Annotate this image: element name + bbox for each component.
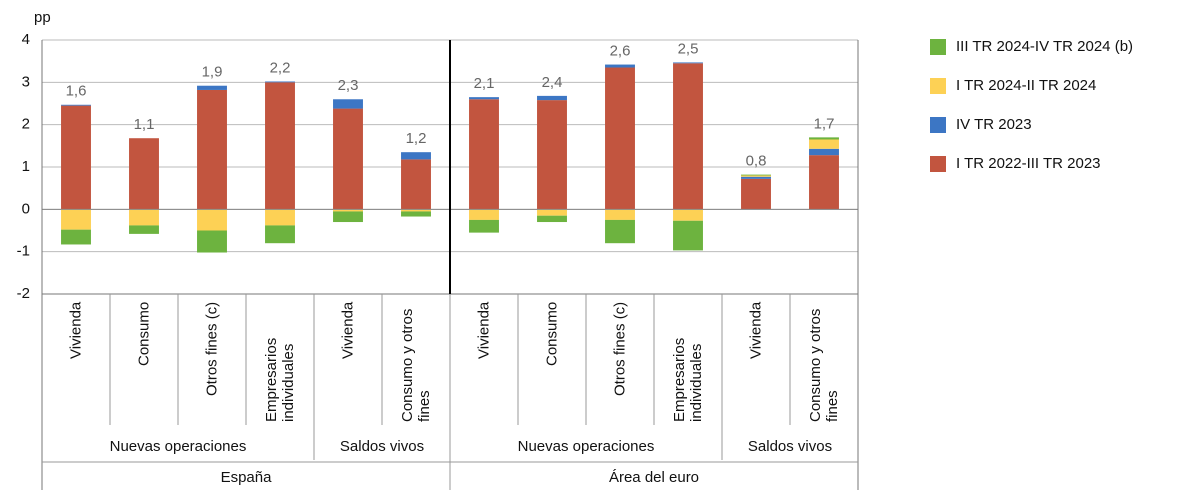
- bar-segment: [673, 62, 703, 64]
- category-label: Consumo y otros fines: [807, 308, 841, 422]
- legend-label: III TR 2024-IV TR 2024 (b): [956, 38, 1133, 55]
- bar-segment: [537, 95, 567, 101]
- total-label: 0,8: [746, 153, 767, 170]
- bar-segment: [197, 85, 227, 90]
- legend-label: I TR 2022-III TR 2023: [956, 155, 1101, 172]
- bar-segment: [605, 64, 635, 68]
- bar-segment: [605, 209, 635, 220]
- category-label: Vivienda: [475, 302, 493, 360]
- total-label: 1,1: [134, 116, 155, 133]
- category-label: Empresarios individuales: [263, 337, 297, 422]
- y-tick-label: 0: [22, 200, 30, 217]
- bar-segment: [197, 89, 227, 210]
- y-tick-label: -2: [17, 285, 30, 302]
- bar-segment: [265, 209, 295, 226]
- bar-segment: [129, 138, 159, 210]
- bar-segment: [537, 209, 567, 216]
- group-label: Nuevas operaciones: [518, 438, 655, 455]
- category-label: Vivienda: [747, 302, 765, 360]
- total-label: 2,5: [678, 40, 699, 57]
- legend-swatch: [930, 117, 946, 133]
- category-label: Otros fines (c): [611, 302, 629, 397]
- total-label: 1,2: [406, 130, 427, 147]
- bar-segment: [61, 209, 91, 230]
- category-label: Empresarios individuales: [671, 337, 705, 422]
- bar-segment: [605, 67, 635, 210]
- bar-segment: [469, 99, 499, 210]
- category-label: Consumo y otros fines: [399, 308, 433, 422]
- total-label: 2,6: [610, 43, 631, 60]
- region-label: España: [221, 469, 273, 486]
- total-label: 1,7: [814, 115, 835, 132]
- y-tick-label: 2: [22, 116, 30, 133]
- bar-segment: [197, 209, 227, 231]
- y-tick-label: -1: [17, 243, 30, 260]
- bar-segment: [333, 108, 363, 210]
- bar-segment: [401, 159, 431, 210]
- bar-segment: [61, 229, 91, 245]
- region-label: Área del euro: [609, 469, 699, 486]
- total-label: 2,3: [338, 77, 359, 94]
- total-label: 1,9: [202, 64, 223, 81]
- bar-segment: [537, 100, 567, 210]
- bar-segment: [809, 139, 839, 149]
- bar-segment: [401, 152, 431, 160]
- bar-segment: [537, 215, 567, 223]
- bar-segment: [265, 225, 295, 244]
- bar-segment: [333, 99, 363, 109]
- total-label: 2,1: [474, 75, 495, 92]
- bar-segment: [605, 219, 635, 244]
- bar-segment: [469, 97, 499, 100]
- category-label: Consumo: [543, 302, 561, 367]
- total-label: 2,2: [270, 59, 291, 76]
- bar-segment: [265, 81, 295, 83]
- bar-segment: [469, 209, 499, 220]
- total-label: 1,6: [66, 83, 87, 100]
- category-label: Vivienda: [67, 302, 85, 360]
- legend-label: IV TR 2023: [956, 116, 1032, 133]
- bar-segment: [809, 137, 839, 140]
- y-axis-label: pp: [34, 9, 51, 26]
- total-label: 2,4: [542, 74, 563, 91]
- bar-segment: [673, 63, 703, 210]
- bar-segment: [265, 82, 295, 210]
- legend-swatch: [930, 78, 946, 94]
- y-tick-label: 4: [22, 31, 30, 48]
- group-label: Saldos vivos: [748, 438, 832, 455]
- bar-segment: [129, 225, 159, 234]
- bar-segment: [333, 211, 363, 223]
- group-label: Saldos vivos: [340, 438, 424, 455]
- bar-segment: [809, 155, 839, 210]
- bar-segment: [741, 178, 771, 210]
- bar-segment: [129, 209, 159, 226]
- category-label: Vivienda: [339, 302, 357, 360]
- legend-swatch: [930, 39, 946, 55]
- y-tick-label: 1: [22, 158, 30, 175]
- bar-segment: [673, 220, 703, 251]
- bar-segment: [741, 176, 771, 179]
- bar-segment: [401, 209, 431, 212]
- y-tick-label: 3: [22, 73, 30, 90]
- group-label: Nuevas operaciones: [110, 438, 247, 455]
- category-label: Consumo: [135, 302, 153, 367]
- bar-segment: [61, 105, 91, 210]
- bar-segment: [469, 219, 499, 233]
- bar-segment: [741, 175, 771, 177]
- category-label: Otros fines (c): [203, 302, 221, 397]
- legend-label: I TR 2024-II TR 2024: [956, 77, 1096, 94]
- bar-segment: [333, 209, 363, 212]
- bar-segment: [61, 104, 91, 106]
- bar-segment: [197, 230, 227, 253]
- bar-segment: [401, 211, 431, 217]
- bar-segment: [741, 174, 771, 176]
- bar-segment: [809, 148, 839, 156]
- legend-swatch: [930, 156, 946, 172]
- bar-segment: [673, 209, 703, 221]
